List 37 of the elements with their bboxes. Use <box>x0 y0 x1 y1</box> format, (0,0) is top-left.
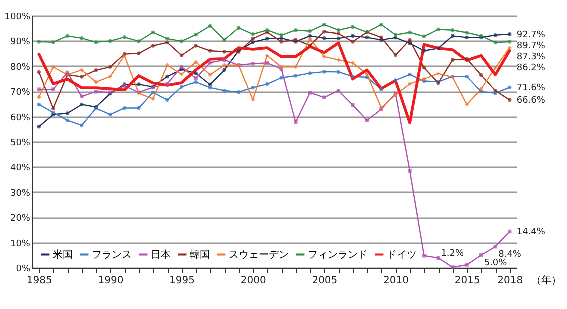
legend-label: スウェーデン <box>229 250 289 261</box>
data-label: 89.7% <box>516 41 546 52</box>
data-label: 66.6% <box>516 96 546 106</box>
legend-label: 韓国 <box>190 248 210 261</box>
x-axis-title: （年） <box>532 274 562 286</box>
x-tick-label: 1995 <box>170 276 196 286</box>
x-tick-label: 1990 <box>98 276 124 286</box>
data-label: 87.3% <box>516 52 546 62</box>
data-label: 5.0% <box>484 258 508 268</box>
y-tick-label: 40% <box>10 164 31 174</box>
data-label: 86.2% <box>516 63 546 74</box>
x-tick-label: 2015 <box>454 276 480 286</box>
y-tick-label: 30% <box>10 188 31 199</box>
x-tick-label: 2005 <box>312 276 338 286</box>
legend-label: フィンランド <box>308 250 368 261</box>
y-tick-label: 80% <box>10 62 31 73</box>
y-tick-label: 50% <box>10 138 31 148</box>
x-tick-label: 2018 <box>498 276 524 286</box>
data-label: 71.6% <box>516 84 546 94</box>
legend-label: 日本 <box>151 248 171 261</box>
legend-label: 米国 <box>53 248 73 261</box>
x-tick-label: 2000 <box>240 276 266 286</box>
y-tick-label: 90% <box>10 38 31 48</box>
x-tick-label: 2010 <box>384 276 409 286</box>
y-tick-label: 100% <box>4 12 31 22</box>
data-label: 92.7% <box>516 30 546 40</box>
y-tick-label: 60% <box>10 113 31 124</box>
y-tick-label: 70% <box>10 88 31 98</box>
y-tick-label: 10% <box>10 239 31 250</box>
data-label: 8.4% <box>498 250 522 260</box>
y-tick-label: 0% <box>16 264 31 274</box>
data-label: 14.4% <box>516 228 546 238</box>
y-tick-label: 20% <box>10 214 31 224</box>
data-label: 1.2% <box>441 248 465 259</box>
legend-label: ドイツ <box>387 250 417 261</box>
legend-label: フランス <box>92 250 132 261</box>
x-tick-label: 1985 <box>26 276 52 286</box>
